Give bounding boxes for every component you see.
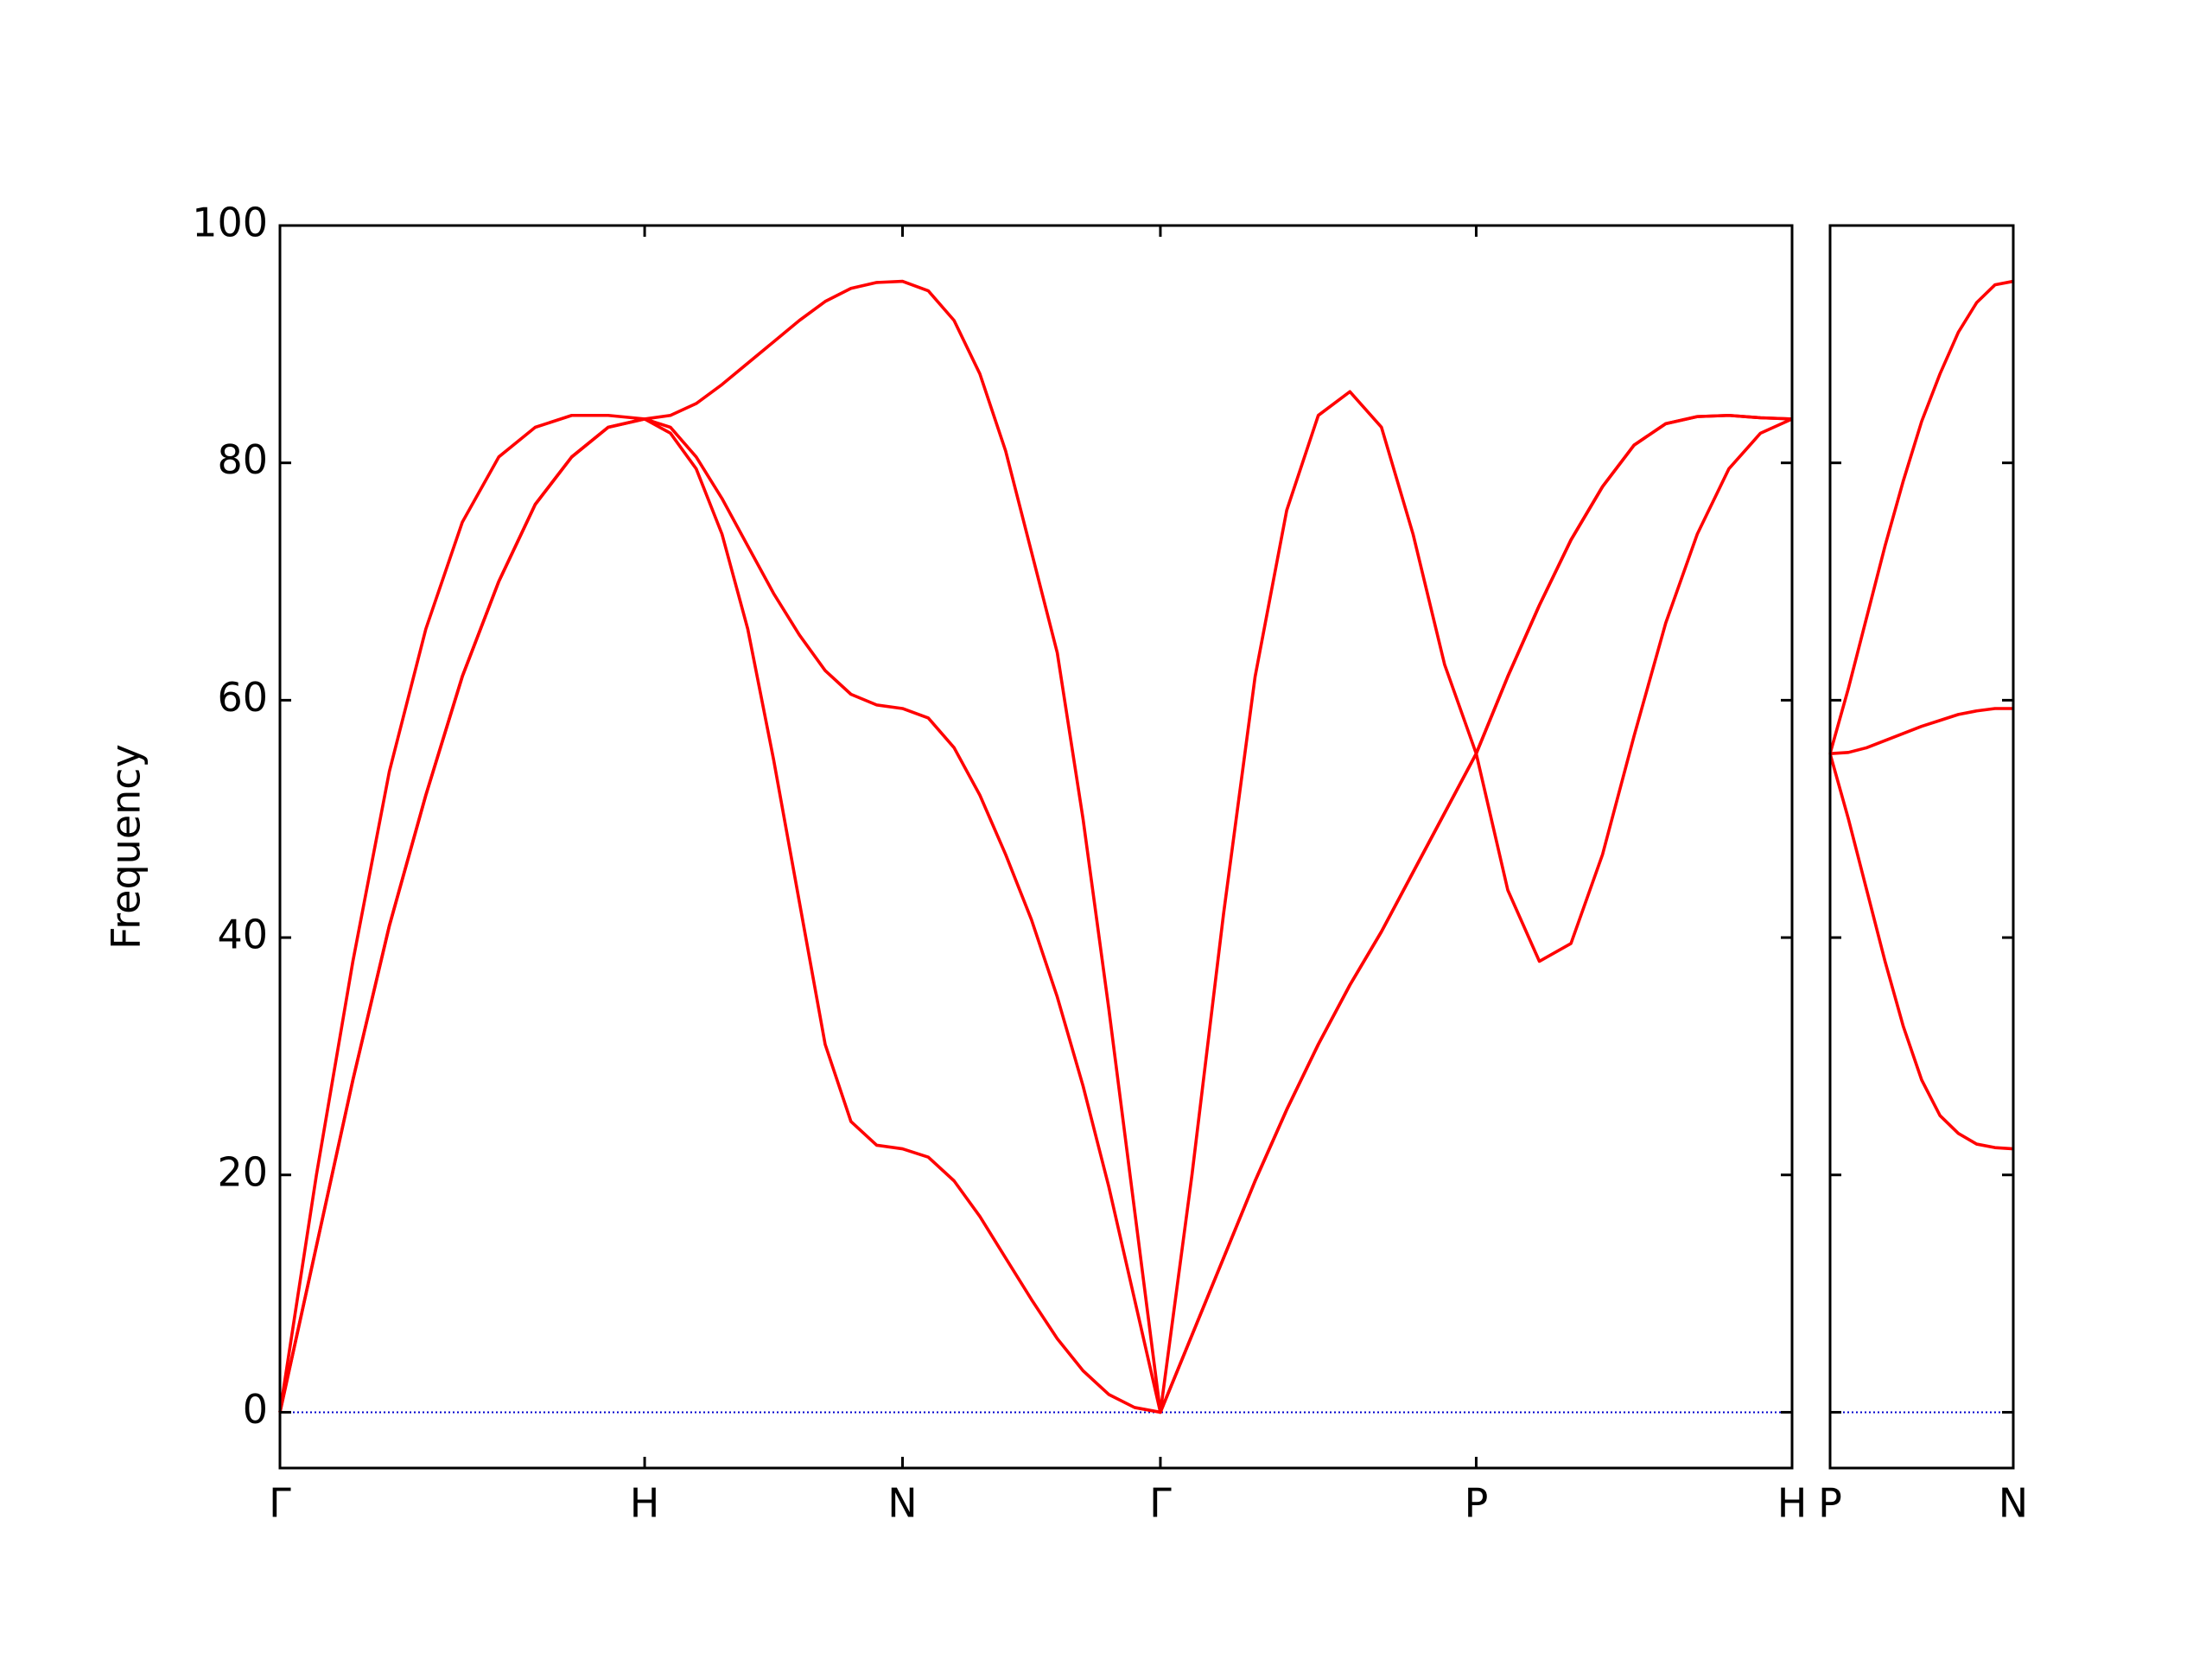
y-tick-label: 0 — [243, 1386, 268, 1433]
y-axis-label: Frequency — [103, 744, 149, 950]
x-tick-label: P — [1465, 1480, 1489, 1527]
x-tick-label: H — [630, 1480, 660, 1527]
plot-frame — [1828, 224, 2015, 1470]
band-line — [1828, 279, 2014, 754]
y-tick-label: 80 — [217, 436, 268, 483]
plot-frame — [278, 224, 1794, 1470]
y-tick-label: 20 — [217, 1148, 268, 1195]
y-tick-label: 40 — [217, 912, 268, 958]
y-tick-label: 100 — [192, 200, 268, 246]
band-line — [278, 279, 1793, 1414]
x-tick-label: H — [1777, 1480, 1808, 1527]
x-tick-label: Γ — [269, 1480, 291, 1527]
x-tick-label: P — [1818, 1480, 1842, 1527]
band-line — [1829, 707, 2013, 755]
x-tick-label: N — [1999, 1480, 2028, 1527]
x-tick-label: Γ — [1149, 1480, 1172, 1527]
band-line — [1828, 753, 2014, 1151]
x-tick-label: N — [887, 1480, 917, 1527]
y-tick-label: 60 — [217, 674, 268, 721]
